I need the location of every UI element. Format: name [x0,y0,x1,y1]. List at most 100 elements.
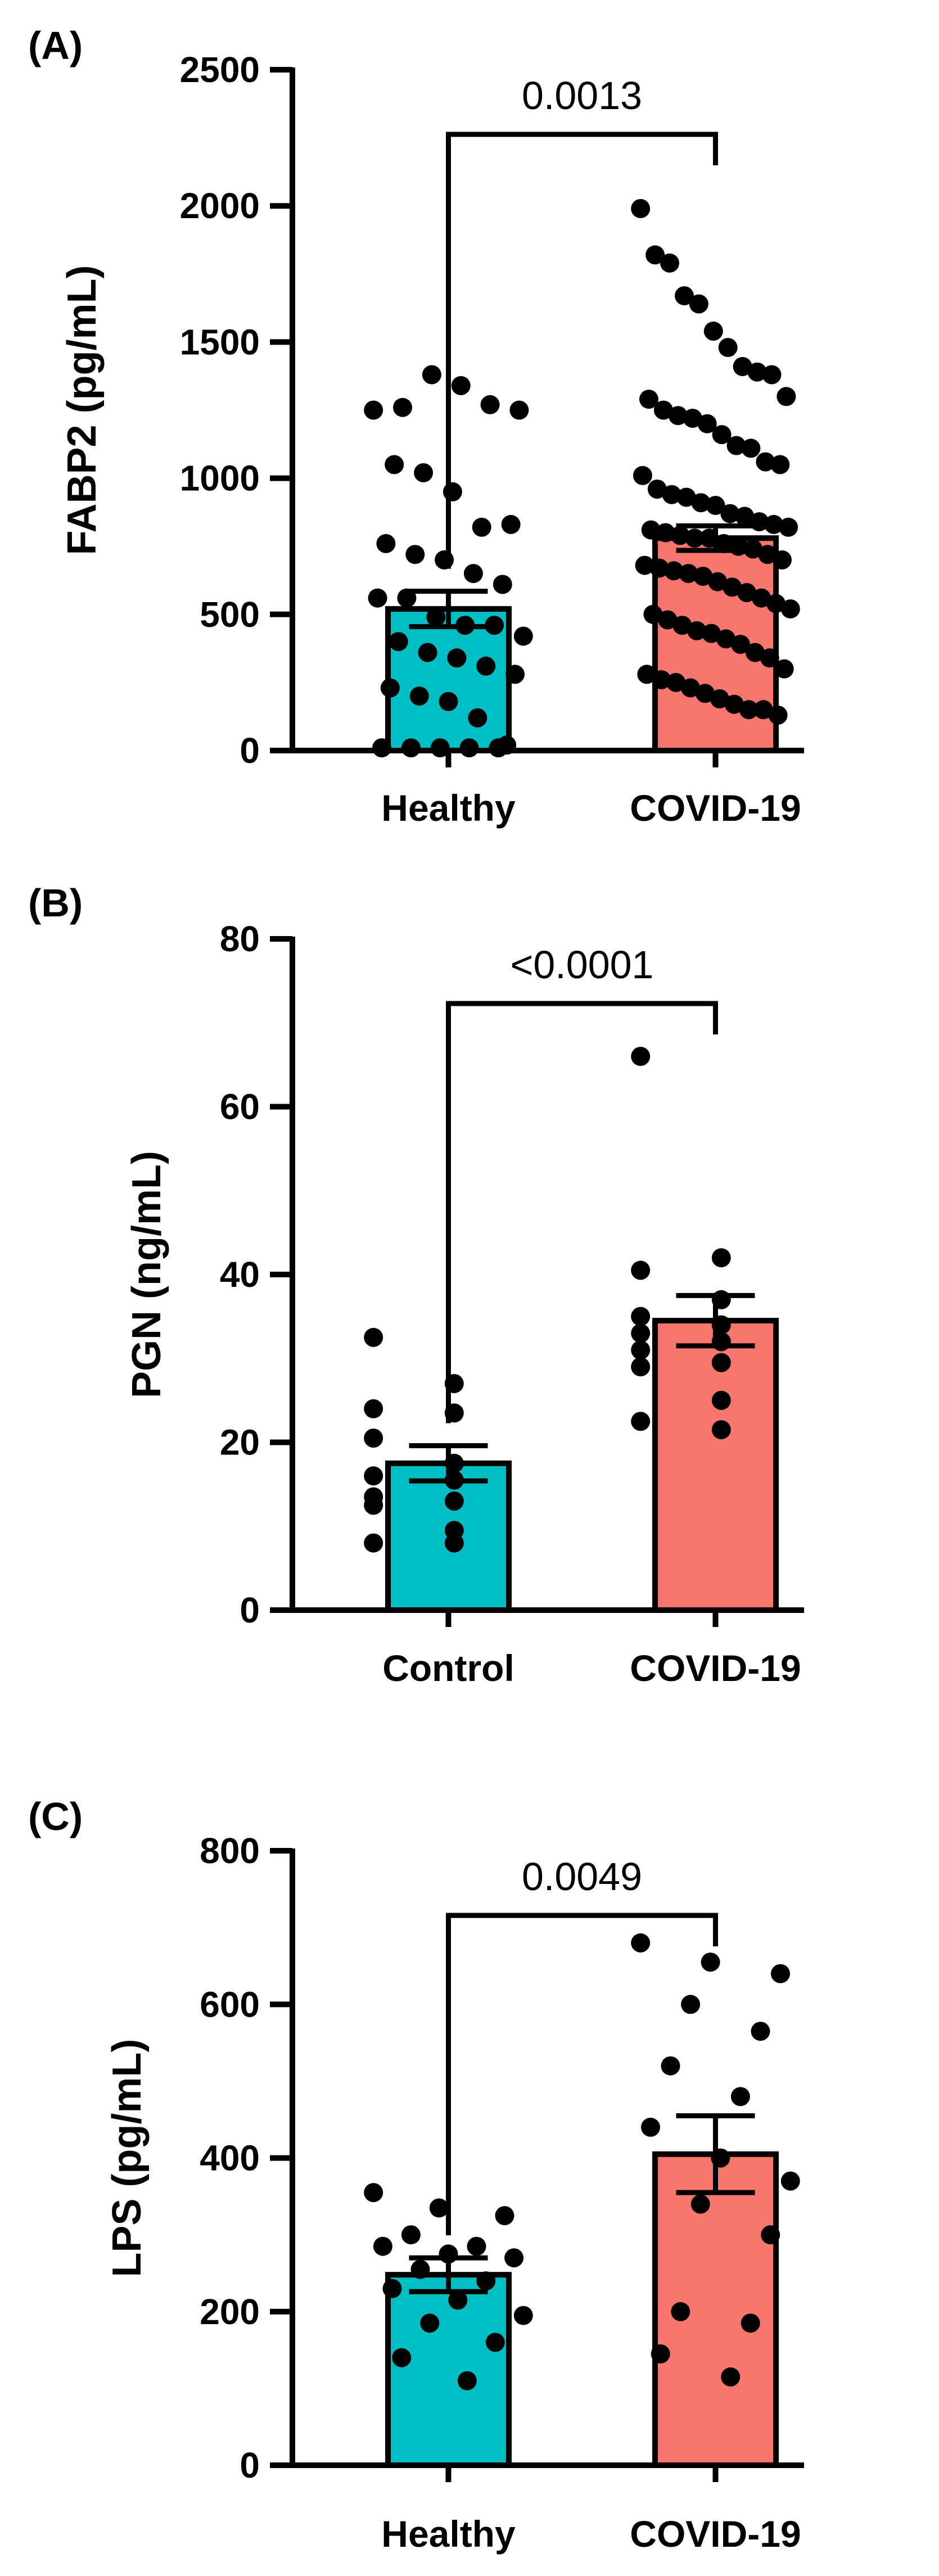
data-point [501,514,521,534]
bar-0 [385,2272,512,2468]
data-point [779,517,798,537]
data-point [468,708,487,727]
data-point [662,485,681,504]
data-point [780,2171,800,2191]
data-point [762,365,782,385]
data-point [733,357,752,376]
data-point [444,1533,464,1553]
data-point [720,504,740,523]
data-point [753,700,773,720]
data-point [771,1964,790,1983]
data-point [687,621,707,640]
data-point [631,1260,651,1280]
data-point [485,616,504,635]
data-point [706,496,725,515]
p-value-label: 0.0013 [522,74,642,117]
data-point [681,1995,701,2014]
data-point [385,455,404,474]
data-point [710,689,729,708]
data-point [422,365,441,385]
data-point [761,2225,780,2245]
significance-bracket [446,1001,718,1423]
data-point [780,599,800,619]
data-point [459,738,479,758]
data-point [389,632,408,652]
data-point [718,338,738,358]
data-point [631,1047,651,1066]
data-point [651,2344,670,2363]
y-tick-label: 1000 [180,458,260,499]
data-point [485,2333,505,2352]
y-tick-label: 0 [240,730,260,771]
data-point [675,286,694,306]
data-point [393,397,412,417]
data-point [649,558,669,578]
data-point [631,199,651,218]
x-tick-label: COVID-19 [630,1647,801,1689]
data-point [476,2271,496,2291]
data-point [504,2248,524,2268]
data-point [451,376,471,395]
data-point [701,1953,720,1972]
data-point [364,1327,383,1347]
data-point [726,436,746,455]
data-point [447,648,467,668]
data-point [730,2087,750,2107]
data-point [764,514,784,534]
data-point [671,2302,690,2321]
data-point [716,629,735,649]
data-point [735,507,755,526]
data-point [661,2056,680,2076]
panel-b: (B) 0 20 40 60 80 PGN (ng/mL) Control COVID-19 <0… [28,881,804,1689]
data-point [777,387,796,406]
data-point [493,575,512,594]
y-tick-label: 0 [240,2445,260,2485]
data-point [376,534,396,553]
panel-label: (B) [28,881,83,925]
y-tick-label: 400 [200,2138,260,2179]
data-point [467,2236,486,2256]
data-point [724,694,744,714]
data-point [768,706,788,725]
data-point [513,626,533,646]
x-tick-label: COVID-19 [630,2513,801,2555]
p-value-label: <0.0001 [511,943,654,987]
data-point [708,572,728,591]
data-point [463,564,483,584]
data-point [373,2236,392,2256]
data-point [495,2206,514,2225]
data-point [711,1390,731,1410]
data-point [702,623,721,643]
data-point [666,672,686,692]
data-point [372,738,391,758]
data-point [426,607,446,627]
data-point [656,523,675,543]
data-point [721,2367,741,2387]
data-point [380,678,400,698]
y-tick-label: 80 [220,919,260,959]
panel-label: (A) [28,24,83,67]
panel-a: (A) 0 500 1000 1500 2000 2500 FABP2 (pg/mL) Heal… [28,24,804,829]
data-point [676,487,696,507]
data-point [652,670,671,690]
significance-bracket [446,1913,718,2236]
data-point [697,414,717,433]
data-point [653,400,673,420]
data-point [712,425,732,445]
data-point [641,2117,660,2137]
data-point [741,2313,760,2333]
data-point [631,1323,651,1343]
data-point [752,588,771,608]
data-point [420,2313,440,2333]
data-point [751,2022,770,2041]
data-point [631,1412,651,1431]
data-point [658,610,678,630]
data-point [489,738,508,758]
data-point [448,2290,468,2310]
y-axis-title: LPS (pg/mL) [105,2039,150,2277]
y-tick-label: 2500 [180,49,260,90]
y-tick-label: 500 [200,594,260,635]
data-point [410,2259,430,2279]
panel-c: (C) 0 200 400 600 800 LPS (pg/mL) Healthy COVID-… [28,1795,804,2555]
